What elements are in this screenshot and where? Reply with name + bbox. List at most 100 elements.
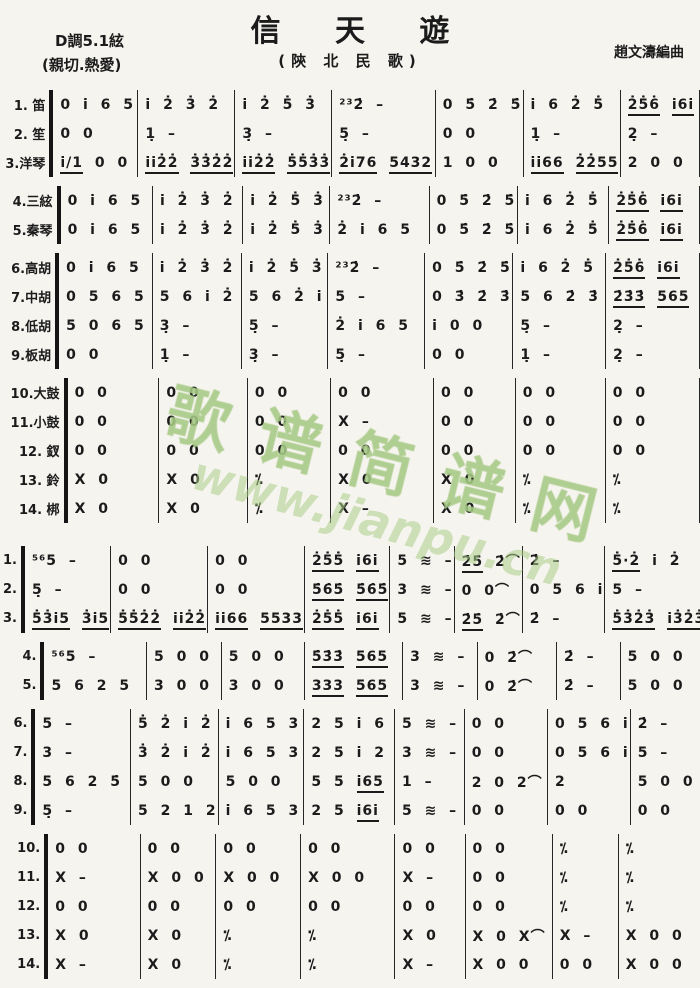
instrument-label: 8. (2, 767, 36, 796)
measure-cell: 2̇ i 6 5 (329, 215, 430, 244)
measure-cell: X 0 0 (617, 921, 700, 950)
measure-cell: 2 0 0 (619, 148, 700, 177)
measure-cell: 2̣ – (619, 119, 700, 148)
measure-cell: 2̇5̇6̇ i6i (619, 90, 700, 119)
measure-cell: 0 0 (158, 436, 248, 465)
measure-cell: i 6 5 3 (217, 796, 304, 825)
measure-cell: i/1 0 0 (51, 148, 138, 177)
instrument-label: 4. (2, 642, 45, 671)
measure-cell: 2̇5̇6̇ i6i (608, 215, 700, 244)
measure-cell: 5̣ – (327, 340, 425, 369)
measure-cell: 0 0 (300, 892, 395, 921)
measure-cell: X 0 0 (215, 863, 301, 892)
measure-cell: 0 5 6 i (521, 575, 605, 604)
measure-cell: i 6 2̇ 5̇ (522, 90, 621, 119)
measure-cell: 3 ≋ – (402, 671, 478, 700)
measure-cell: 3̣ – (240, 340, 328, 369)
measure-cell: 1̣ – (137, 119, 235, 148)
measure-cell: 0 0 (434, 119, 524, 148)
measure-cell: 2 5 i6i (303, 796, 395, 825)
measure-cell: 1̣ – (512, 340, 606, 369)
measure-cell: 5̣ – (331, 119, 436, 148)
instrument-label: 7. (2, 738, 36, 767)
measure-cell: 0 0 (110, 575, 208, 604)
measure-cell: i 2̇ 3̇ 2̇ (151, 253, 242, 282)
measure-cell: i 6 5 3 (217, 738, 304, 767)
instrument-label: 7.中胡 (2, 282, 60, 311)
measure-cell: 0 0 (55, 840, 89, 857)
measure-cell: 0 0 (55, 898, 89, 915)
measure-cell: 0 i 6 5 (67, 221, 142, 238)
measure-cell: 5 2 1 2 (129, 796, 219, 825)
measure-cell: 5 – (327, 282, 425, 311)
measure-cell: 1 0 0 (434, 148, 524, 177)
measure-cell: 0 0 (514, 436, 606, 465)
measure-cell: ⁒ (300, 921, 395, 950)
measure-cell: 0 5̇ 2̇ 5̇ (428, 215, 518, 244)
measure-cell: 5 0 0 (619, 671, 700, 700)
measure-cell: X – (394, 950, 465, 979)
measure-cell: i 2̇ 5̇ 3̇ (240, 253, 328, 282)
measure-cell: 5 ≋ – (393, 709, 465, 738)
measure-cell: 0 0 (551, 950, 619, 979)
measure-cell: 3 ≋ – (402, 642, 478, 671)
measure-cell: 2̇i76 5432 (331, 148, 436, 177)
measure-cell: 5 0 0 (217, 767, 304, 796)
measure-cell: 0 0 (514, 378, 606, 407)
measure-cell: 0 0 (464, 863, 553, 892)
instrument-label: 2. (2, 575, 25, 604)
measure-cell: 0 0 (60, 125, 94, 142)
measure-cell: 0 5̇ 2̇ 5̇ (434, 90, 524, 119)
measure-cell: 3̣ – (151, 311, 242, 340)
measure-cell: 0 0 (464, 834, 553, 863)
measure-cell: 5 ≋ – (393, 796, 465, 825)
measure-cell: X – (55, 869, 87, 886)
measure-cell: 0 0⌒ (453, 575, 523, 604)
measure-cell: 3 0 0 (145, 671, 222, 700)
measure-cell: ii2̇2̇ 5̇5̇3̇3̇ (234, 148, 332, 177)
measure-cell: ⁒ (300, 950, 395, 979)
measure-cell: 0 5 6 5 (66, 288, 145, 305)
measure-cell: 0 0 (330, 378, 434, 407)
measure-cell: 5̇3̇i5 3̇i5 (23, 604, 111, 633)
measure-cell: 0 0 (629, 796, 700, 825)
measure-cell: ²³2̇ – (329, 186, 430, 215)
measure-cell: ²³2̇ – (327, 253, 425, 282)
measure-cell: i 6 5 3 (217, 709, 304, 738)
measure-cell: 2 5 i 2 (303, 738, 395, 767)
staff-row: 9.板胡 0 0 1̣ –3̣ –5̣ –0 0 1̣ –2̣ – (2, 340, 700, 369)
measure-cell: X – (394, 863, 465, 892)
measure-cell: 5̇5̇2̇2̇ ii2̇2̇ (110, 604, 208, 633)
measure-cell: ⁒ (551, 834, 619, 863)
instrument-label: 14. (2, 950, 49, 979)
measure-cell: 5̇6̇5̇ 5̇6̇5̇ (304, 575, 390, 604)
measure-cell: ⁒ (246, 494, 331, 523)
measure-cell: 0 0 (514, 407, 606, 436)
measure-cell: 3 ≋ – (389, 575, 455, 604)
measure-cell: 0 0 (215, 892, 301, 921)
measure-cell: 2̇5̇6̇ i6i (605, 253, 700, 282)
measure-cell: 0 0 (604, 378, 700, 407)
measure-cell: X 0 (432, 465, 516, 494)
measure-cell: X 0 0 (300, 863, 395, 892)
measure-cell: X 0 (74, 500, 109, 517)
measure-cell: 5 – (42, 715, 74, 732)
measure-cell: ii66 2̇2̇55 (522, 148, 621, 177)
measure-cell: 0 0 (394, 834, 465, 863)
measure-cell: 5̣ – (512, 311, 606, 340)
